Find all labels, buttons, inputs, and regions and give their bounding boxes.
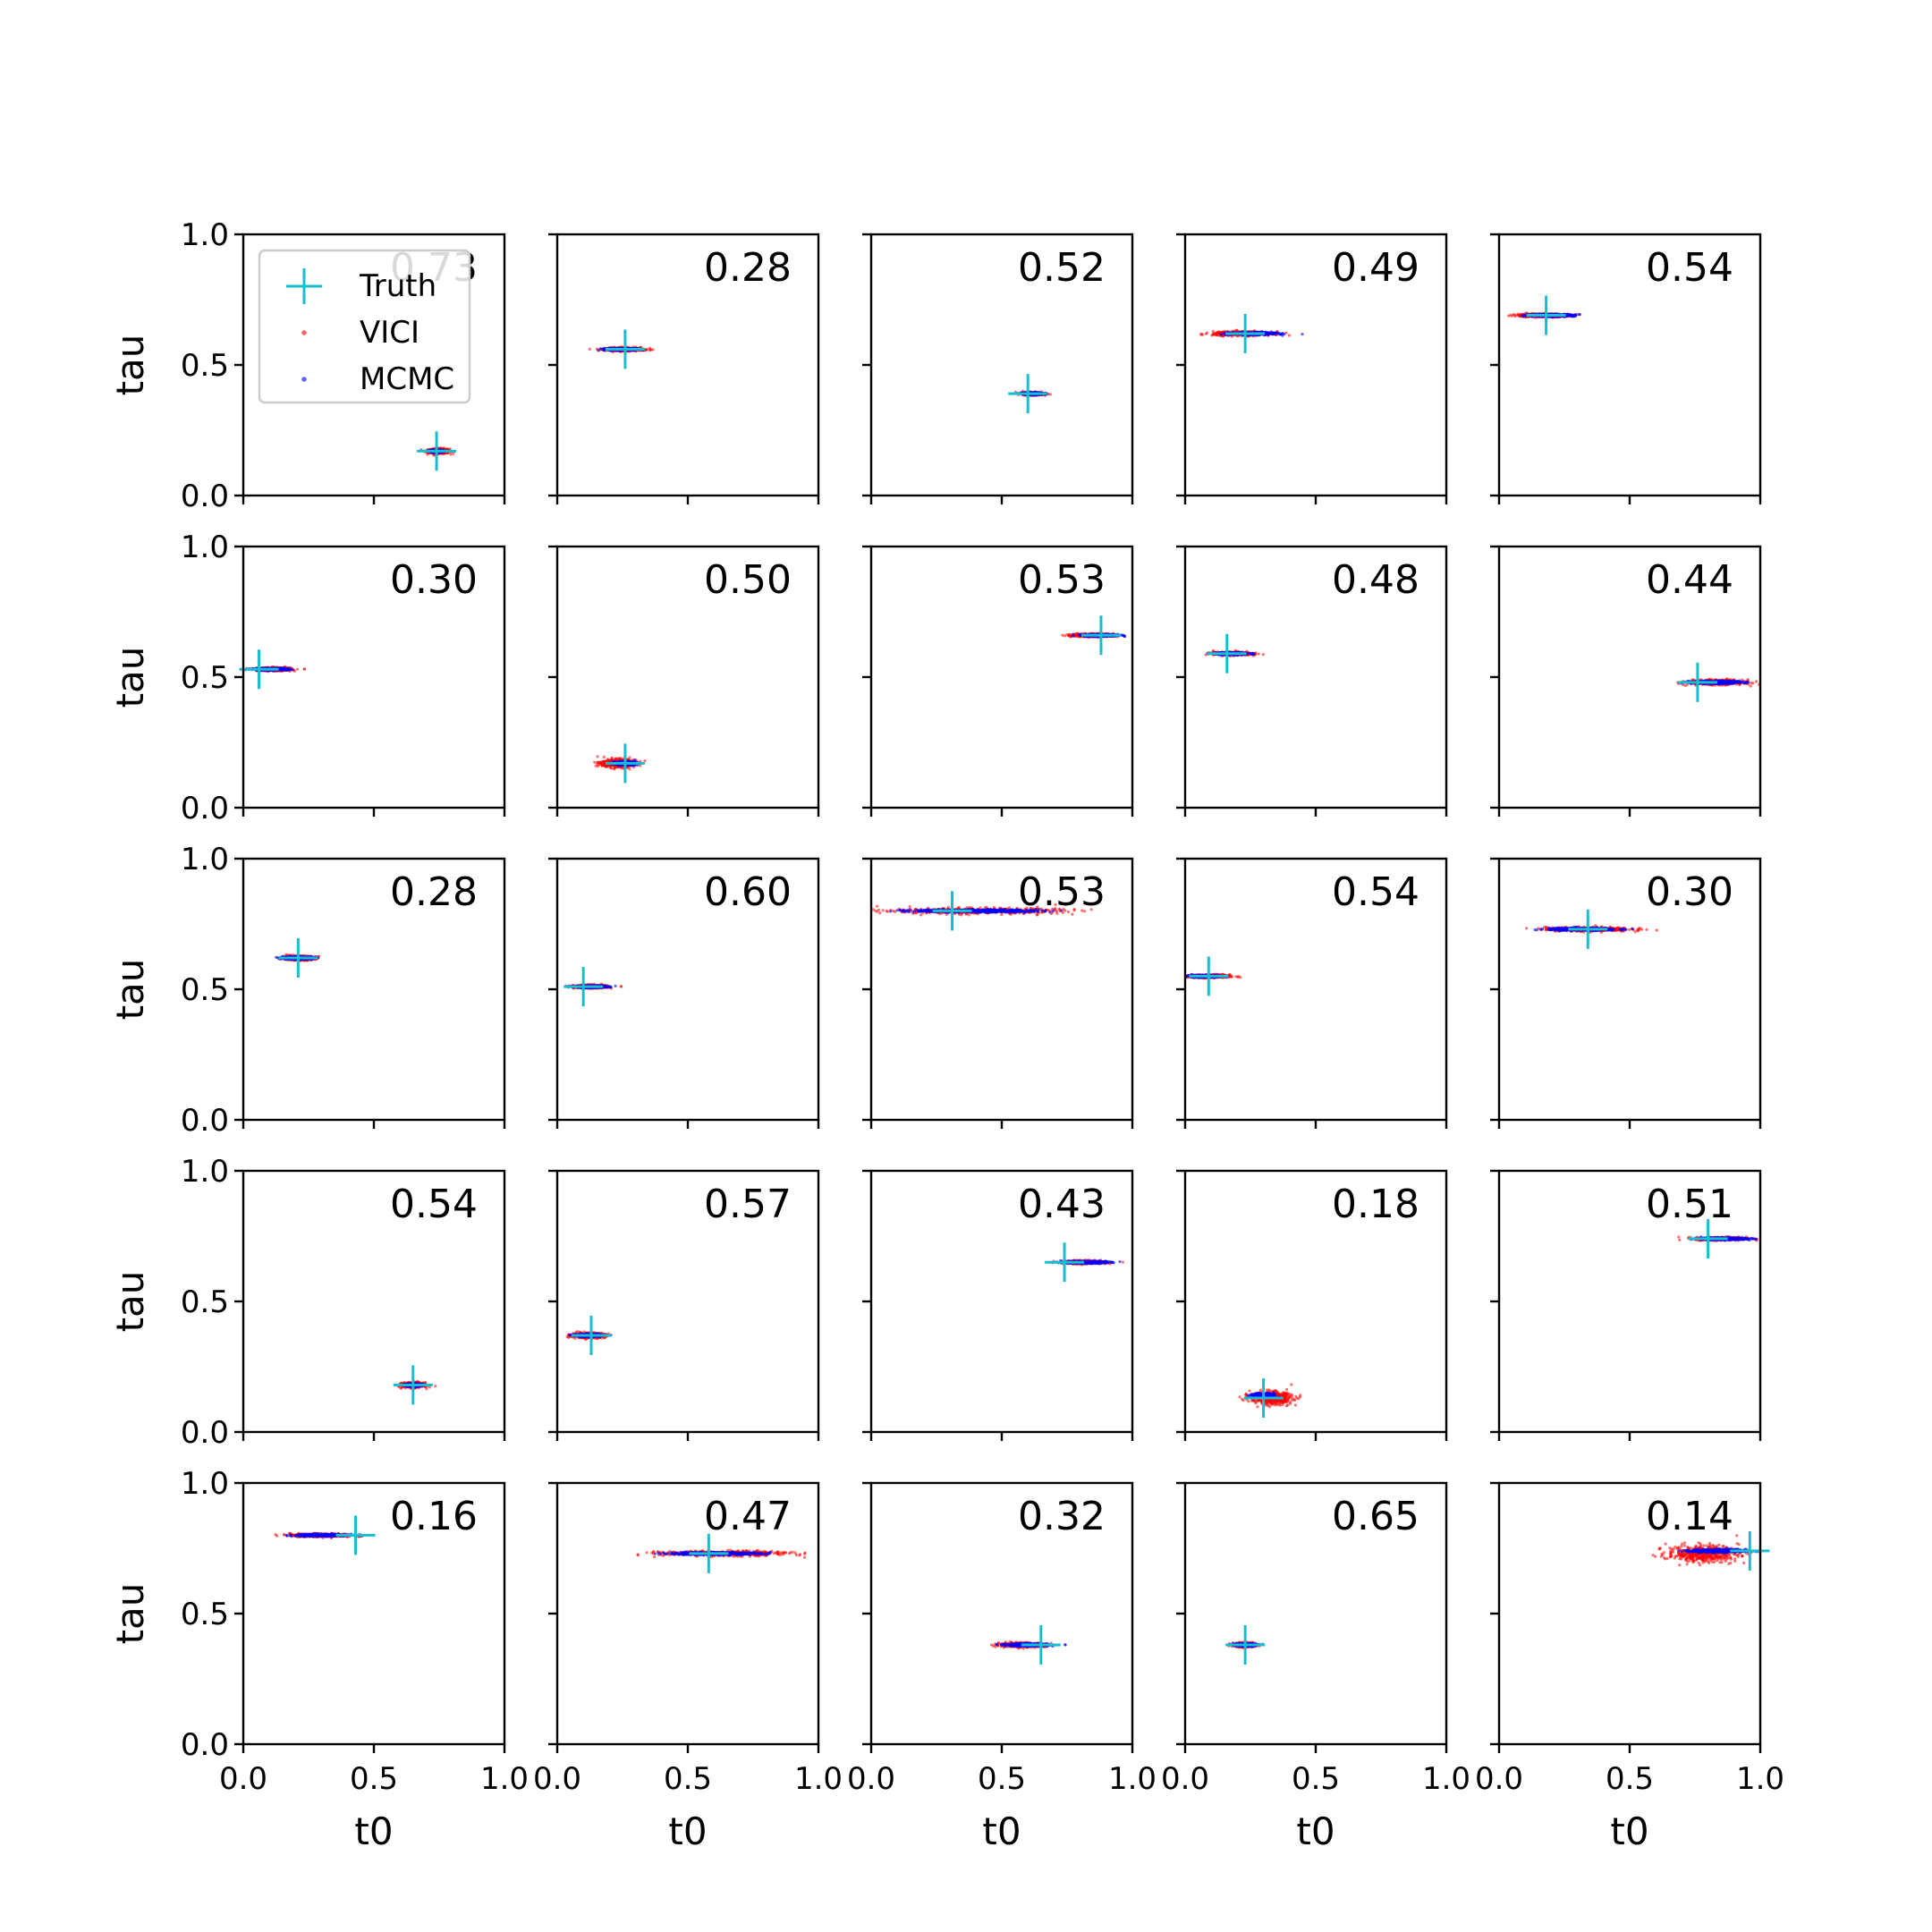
vici-point	[1517, 314, 1521, 318]
subplot-panel: 0.52	[862, 233, 1134, 504]
truth-marker	[1225, 313, 1266, 353]
vici-point	[645, 348, 648, 352]
truth-marker	[1526, 295, 1566, 335]
y-tick-label: 1.0	[181, 217, 229, 253]
subplot-grid: 0.730.00.51.0tau0.280.520.490.540.300.00…	[108, 217, 1784, 1853]
subplot-panel: 0.49	[1176, 233, 1448, 504]
mcmc-point	[1275, 332, 1279, 335]
panel-annotation: 0.52	[1018, 245, 1106, 291]
panel-annotation: 0.28	[704, 245, 792, 291]
vici-point	[1510, 314, 1513, 318]
y-tick-label: 0.0	[181, 479, 229, 514]
mcmc-point	[1271, 331, 1275, 335]
mcmc-point	[602, 347, 606, 351]
vici-point	[1215, 334, 1218, 337]
vici-point	[651, 348, 655, 352]
subplot-panel: 0.54	[1490, 233, 1762, 504]
truth-marker	[605, 329, 645, 369]
vici-point	[1287, 334, 1291, 337]
panel-annotation: 0.49	[1332, 245, 1419, 291]
vici-point	[1217, 330, 1221, 334]
vici-point	[648, 348, 653, 352]
mcmc-point	[598, 347, 603, 351]
mcmc-point	[1223, 331, 1226, 335]
vici-point	[452, 452, 455, 455]
mcmc-point	[1573, 313, 1577, 317]
panel-annotation: 0.54	[1646, 245, 1733, 291]
truth-marker	[1008, 374, 1048, 414]
mcmc-point	[1301, 333, 1304, 336]
mcmc-point	[1578, 312, 1581, 317]
mcmc-point	[1219, 333, 1224, 336]
vici-point	[1205, 331, 1208, 335]
mcmc-point	[1281, 332, 1284, 335]
mcmc-point	[1565, 314, 1569, 318]
vici-point	[302, 667, 307, 671]
vici-point	[1515, 313, 1519, 317]
vici-point	[1210, 334, 1214, 337]
vici-point	[295, 667, 300, 671]
vici-point	[588, 347, 592, 351]
y-tick-label: 0.5	[181, 348, 229, 384]
mcmc-point	[597, 348, 600, 352]
vici-point	[1048, 393, 1052, 396]
vici-point	[1211, 329, 1215, 333]
vici-point	[1199, 332, 1204, 335]
mcmc-point	[1273, 332, 1276, 336]
vici-point	[449, 453, 453, 456]
mcmc-point	[1267, 332, 1270, 335]
subplot-panel: 0.28	[548, 233, 820, 504]
y-axis-label: tau	[108, 335, 152, 396]
vici-point	[426, 453, 429, 456]
mcmc-point	[1521, 314, 1524, 318]
truth-marker	[417, 431, 457, 471]
